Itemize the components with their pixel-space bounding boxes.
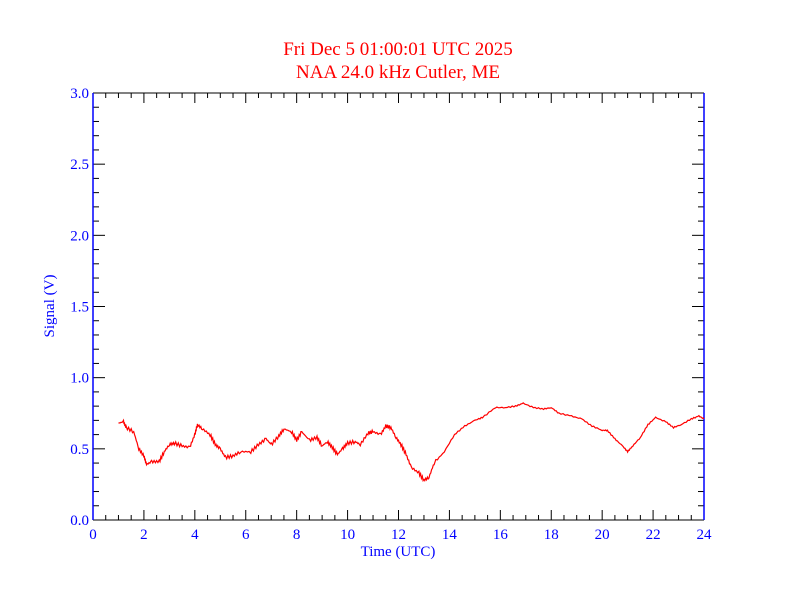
y-tick-label: 2.0 — [70, 228, 89, 244]
y-tick-label: 2.5 — [70, 157, 89, 173]
x-tick-label: 22 — [646, 527, 661, 543]
y-tick-label: 0.0 — [70, 513, 89, 529]
x-tick-label: 14 — [442, 527, 458, 543]
y-tick-label: 1.0 — [70, 371, 89, 387]
x-tick-label: 16 — [493, 527, 509, 543]
x-tick-label: 24 — [697, 527, 713, 543]
x-tick-label: 2 — [140, 527, 148, 543]
x-tick-label: 18 — [544, 527, 559, 543]
x-tick-label: 12 — [391, 527, 406, 543]
chart-subtitle: NAA 24.0 kHz Cutler, ME — [296, 62, 500, 83]
x-tick-label: 10 — [340, 527, 355, 543]
y-tick-label: 3.0 — [70, 86, 89, 102]
y-tick-label: 1.5 — [70, 300, 89, 316]
y-axis-label: Signal (V) — [42, 275, 58, 338]
x-axis-label: Time (UTC) — [361, 544, 436, 560]
chart-title: Fri Dec 5 01:00:01 UTC 2025 — [283, 39, 513, 60]
x-tick-label: 6 — [242, 527, 250, 543]
x-tick-label: 0 — [89, 527, 97, 543]
signal-series-line — [118, 402, 705, 483]
y-tick-label: 0.5 — [70, 442, 89, 458]
x-tick-label: 8 — [293, 527, 301, 543]
x-tick-label: 20 — [595, 527, 610, 543]
x-tick-label: 4 — [191, 527, 199, 543]
